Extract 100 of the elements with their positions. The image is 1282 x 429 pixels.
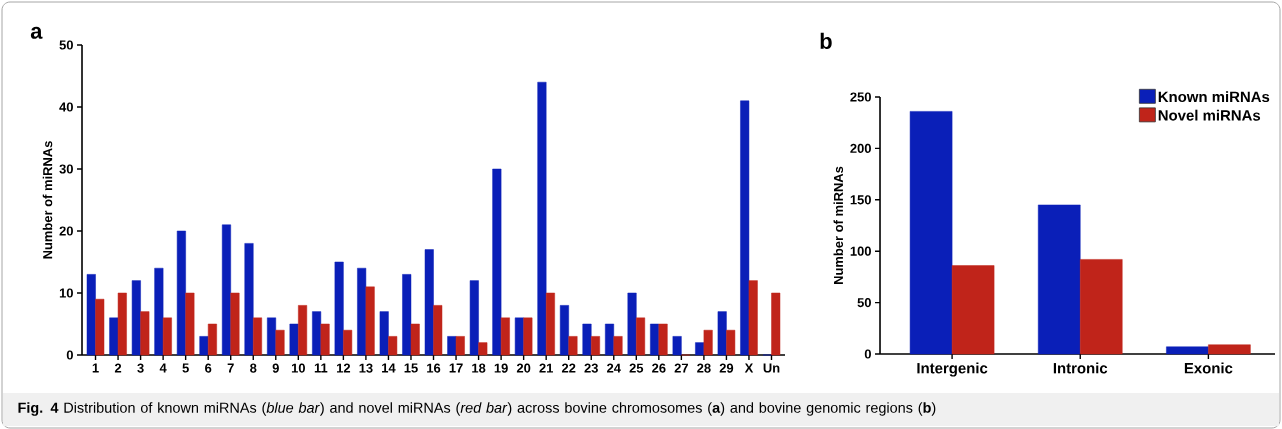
bar [478,342,488,356]
bar [1079,259,1123,355]
bar [500,317,510,356]
bar [162,317,172,356]
bar [117,292,127,356]
x-tick-label: Un [763,363,780,373]
bar [455,336,465,356]
y-tick-label: 150 [850,195,871,205]
legend-label: Novel miRNAs [1158,109,1261,121]
bar [748,280,758,356]
bar [131,280,141,356]
bar [199,336,209,356]
bar [909,111,953,355]
bar [740,100,750,356]
x-tick-label: 27 [674,363,688,373]
bar [605,323,615,356]
legend-label: Known miRNAs [1158,91,1270,103]
y-tick-label: 0 [864,349,871,359]
bar [514,317,524,356]
bar [207,323,217,356]
bar [86,274,96,356]
y-tick-label: 250 [850,92,871,102]
bar [695,342,705,356]
x-tick-label: 17 [449,363,463,373]
x-tick-label: Exonic [1184,362,1233,374]
bar [298,305,308,356]
x-tick-label: X [744,363,754,373]
bar [658,323,668,356]
x-tick-label: 21 [539,363,554,373]
x-tick-label: 2 [114,363,122,373]
chart-title: a [30,26,43,39]
x-tick-label: 5 [182,363,189,373]
bar [343,329,353,356]
x-tick-label: 26 [652,363,666,373]
bar [703,329,713,356]
x-tick-label: 9 [272,363,279,373]
bar [568,336,578,356]
bar [221,224,231,356]
bar [590,336,600,356]
bar [1037,204,1081,355]
bar [951,265,995,355]
bar [636,317,646,356]
bar [267,317,277,356]
y-tick-label: 100 [850,246,871,256]
chart-title: b [820,32,832,49]
bar [717,311,727,356]
bar [176,230,186,356]
bar [230,292,240,356]
bar [1208,344,1251,355]
x-tick-label: 22 [561,363,576,373]
x-tick-label: 12 [336,363,351,373]
bar [672,336,682,356]
bar [402,274,412,356]
bar [447,336,457,356]
bar [312,311,322,356]
bar [650,323,660,356]
x-tick-label: Intronic [1053,362,1108,374]
bar [253,317,262,356]
bar [1166,346,1209,355]
bar [492,168,502,356]
y-tick-label: 10 [59,288,73,298]
x-tick-label: 16 [427,363,441,373]
y-axis-title: Number of miRNAs [833,166,844,285]
y-tick-label: 30 [59,164,73,174]
bar [410,323,420,356]
bar [289,323,299,356]
y-tick-label: 50 [59,40,73,50]
x-tick-label: 3 [137,363,144,373]
bar [613,336,623,356]
bar [95,298,105,356]
bar [357,267,367,356]
bar [582,323,592,356]
y-axis-title: Number of miRNAs [42,141,53,259]
y-tick-label: 50 [857,298,871,308]
bar [771,292,781,356]
bar [185,292,195,356]
bar [365,286,375,356]
y-tick-label: 40 [59,102,73,112]
y-tick-label: 0 [66,350,73,360]
x-tick-label: 29 [719,363,734,373]
bar [379,311,389,356]
x-tick-label: 23 [584,363,598,373]
y-tick-label: 20 [59,226,73,236]
bar [109,317,119,356]
bar [154,267,164,356]
x-tick-label: 6 [205,363,212,373]
text: Fig. 4 Distribution of known miRNAs (blue bar) and novel miRNAs (red bar) across bovine chromosomes (a) and bovine genomic regions (b) [18,402,936,416]
bar [388,336,398,356]
x-tick-label: 7 [227,363,234,373]
x-tick-label: 24 [607,363,621,373]
x-tick-label: 13 [359,363,373,373]
bar [320,323,330,356]
x-tick-label: 15 [404,363,418,373]
x-tick-label: 25 [629,363,644,373]
bar [627,292,637,356]
bar [537,81,547,356]
x-tick-label: 1 [92,363,99,373]
bar [244,243,254,356]
bar [559,305,569,356]
x-tick-label: 10 [291,363,305,373]
